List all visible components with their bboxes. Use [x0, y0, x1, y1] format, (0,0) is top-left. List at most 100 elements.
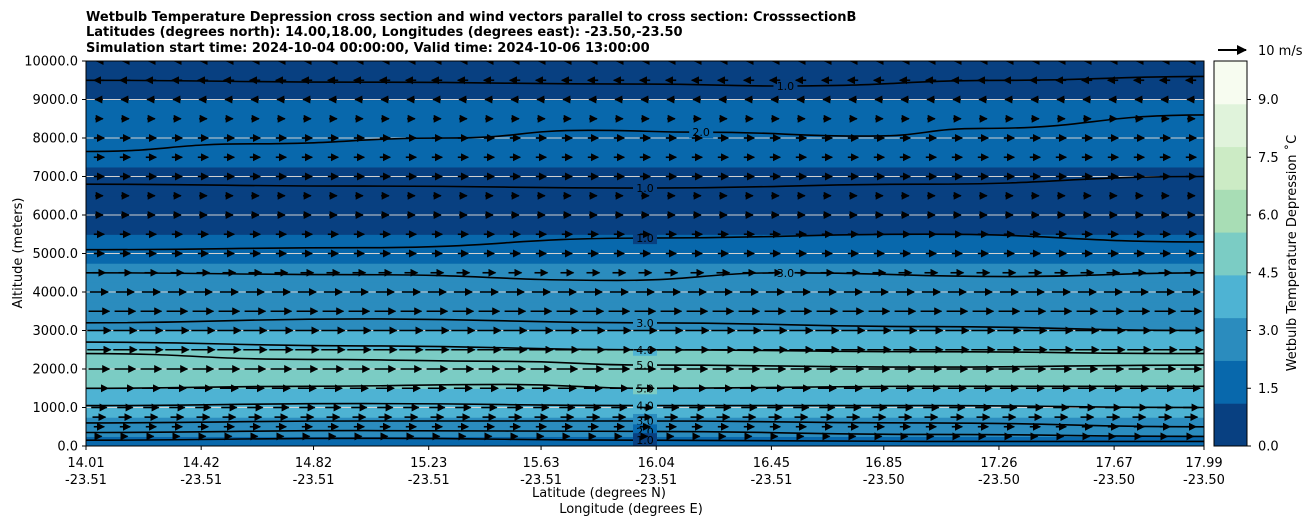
x-tick-label-lon: -23.51 — [408, 473, 450, 488]
contour-band — [86, 407, 1204, 418]
x-axis-label-longitude: Longitude (degrees E) — [559, 502, 703, 517]
y-tick-label: 2000.0 — [33, 363, 79, 378]
colorbar-swatch — [1214, 146, 1247, 190]
contour-band — [86, 147, 1204, 158]
contour-label: 1.0 — [636, 182, 654, 195]
y-tick-label: 5000.0 — [33, 247, 79, 262]
contour-band — [86, 195, 1204, 206]
contour-band — [86, 80, 1204, 91]
y-tick-label: 9000.0 — [33, 93, 79, 108]
contour-label: 3.0 — [636, 317, 654, 330]
contour-band — [86, 369, 1204, 380]
y-tick-label: 8000.0 — [33, 132, 79, 147]
y-tick-label: 3000.0 — [33, 324, 79, 339]
contour-band — [86, 205, 1204, 216]
contour-band — [86, 118, 1204, 129]
x-tick-label-lon: -23.51 — [65, 473, 107, 488]
colorbar-swatch — [1214, 61, 1247, 105]
contour-band — [86, 166, 1204, 178]
plot-area: 1.02.01.01.03.03.04.05.05.04.03.02.01.0 — [86, 61, 1204, 446]
colorbar-swatch — [1214, 189, 1247, 233]
contour-label-bg — [633, 181, 657, 195]
colorbar-swatch — [1214, 360, 1247, 404]
colorbar-swatch — [1214, 403, 1247, 447]
contour-band — [86, 272, 1204, 283]
contour-label: 1.0 — [777, 80, 795, 93]
contour-band — [86, 301, 1204, 312]
x-tick-label-lon: -23.51 — [520, 473, 562, 488]
y-axis-label: Altitude (meters) — [11, 198, 26, 309]
colorbar-swatch — [1214, 317, 1247, 361]
x-tick-label-lat: 16.85 — [865, 456, 902, 471]
x-axis: 14.01 -23.51 14.42 -23.51 14.82 -23.51 15.23 -2… — [65, 446, 1225, 488]
colorbar-tick-label: 6.0 — [1258, 209, 1279, 224]
contour-label: 5.0 — [636, 359, 654, 372]
contour-band — [86, 128, 1204, 139]
y-tick-label: 0.0 — [57, 440, 78, 455]
x-tick-label-lat: 14.01 — [67, 456, 104, 471]
y-tick-label: 4000.0 — [33, 286, 79, 301]
chart-title-line-1: Wetbulb Temperature Depression cross sec… — [86, 10, 856, 25]
colorbar-swatch — [1214, 274, 1247, 319]
colorbar-tick-label: 3.0 — [1258, 324, 1279, 339]
contour-line — [86, 271, 1204, 282]
x-axis-label-latitude: Latitude (degrees N) — [532, 486, 666, 501]
x-tick-label-lat: 15.23 — [410, 456, 447, 471]
contour-band — [86, 243, 1204, 255]
contour-label: 4.0 — [636, 400, 654, 413]
contour-band — [86, 138, 1204, 149]
contour-line — [86, 383, 1204, 390]
x-tick-label-lat: 16.45 — [753, 456, 790, 471]
quiver-key: 10 m/s — [1218, 44, 1303, 59]
x-tick-label-lon: -23.51 — [293, 473, 335, 488]
y-tick-label: 7000.0 — [33, 170, 79, 185]
contour-band — [86, 224, 1204, 235]
x-tick-label-lat: 17.99 — [1185, 456, 1222, 471]
chart-title-line-2: Latitudes (degrees north): 14.00,18.00, … — [86, 25, 683, 40]
x-tick-label-lon: -23.50 — [1093, 473, 1135, 488]
y-tick-label: 6000.0 — [33, 209, 79, 224]
contour-label-bg — [633, 315, 657, 329]
y-tick-label: 10000.0 — [24, 55, 78, 70]
x-tick-label-lon: -23.50 — [1183, 473, 1225, 488]
quiver-key-label: 10 m/s — [1258, 44, 1303, 59]
x-tick-label-lat: 17.67 — [1096, 456, 1133, 471]
contour-band — [86, 89, 1204, 101]
wind-vectors — [87, 61, 1204, 441]
contour-band — [86, 157, 1204, 168]
x-tick-label-lon: -23.50 — [978, 473, 1020, 488]
y-tick-label: 1000.0 — [33, 401, 79, 416]
contour-band — [86, 61, 1204, 72]
contour-band — [86, 282, 1204, 293]
colorbar-swatch — [1214, 103, 1247, 148]
contour-band — [86, 263, 1204, 274]
contour-band — [86, 99, 1204, 110]
x-tick-label-lon: -23.51 — [180, 473, 222, 488]
contour-band — [86, 330, 1204, 341]
x-tick-label-lat: 14.42 — [183, 456, 220, 471]
colorbar-tick-label: 0.0 — [1258, 440, 1279, 455]
x-tick-label-lat: 17.26 — [980, 456, 1017, 471]
x-tick-label-lon: -23.51 — [635, 473, 677, 488]
chart-title-line-3: Simulation start time: 2024-10-04 00:00:… — [86, 41, 650, 56]
colorbar-label: Wetbulb Temperature Depression ˚C — [1284, 135, 1300, 372]
x-tick-label-lat: 15.63 — [522, 456, 559, 471]
contour-band — [86, 292, 1204, 303]
colorbar-tick-label: 9.0 — [1258, 93, 1279, 108]
x-tick-label-lat: 16.04 — [638, 456, 675, 471]
contour-band — [86, 253, 1204, 264]
colorbar-tick-label: 4.5 — [1258, 266, 1279, 281]
colorbar-frame — [1213, 60, 1248, 447]
colorbar: 0.0 1.5 3.0 4.5 6.0 7.5 9.0 — [1213, 60, 1279, 455]
colorbar-swatch — [1214, 232, 1247, 276]
x-tick-label-lon: -23.51 — [750, 473, 792, 488]
x-tick-label-lat: 14.82 — [295, 456, 332, 471]
colorbar-tick-label: 7.5 — [1258, 151, 1279, 166]
contour-label-bg — [773, 79, 798, 93]
contour-band — [86, 109, 1204, 120]
contour-band — [86, 215, 1204, 226]
contour-line — [86, 114, 1204, 153]
y-axis: 0.0 1000.0 2000.0 3000.0 4000.0 5000.0 6000.0 7… — [24, 55, 86, 455]
x-tick-label-lon: -23.50 — [863, 473, 905, 488]
